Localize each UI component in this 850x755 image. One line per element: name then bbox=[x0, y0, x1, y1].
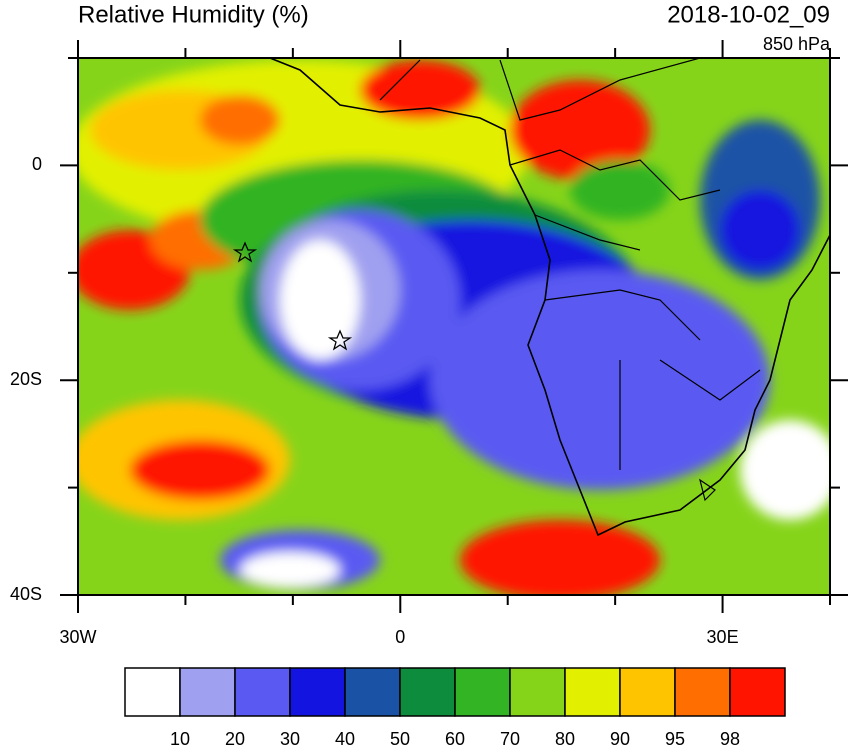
colorbar-label: 95 bbox=[665, 729, 685, 749]
colorbar-box bbox=[729, 667, 786, 717]
colorbar-label: 50 bbox=[390, 729, 410, 749]
lat-label: 20S bbox=[10, 369, 42, 389]
colorbar-box bbox=[399, 667, 456, 717]
level: 850 hPa bbox=[763, 34, 831, 54]
title: Relative Humidity (%) bbox=[78, 1, 309, 28]
lat-label: 0 bbox=[32, 154, 42, 174]
colorbar-box bbox=[344, 667, 401, 717]
lon-label: 30W bbox=[59, 627, 96, 647]
map-frame bbox=[77, 57, 831, 596]
colorbar-box bbox=[454, 667, 511, 717]
colorbar-label: 60 bbox=[445, 729, 465, 749]
colorbar-box bbox=[289, 667, 346, 717]
colorbar-label: 70 bbox=[500, 729, 520, 749]
time: 2018-10-02_09 bbox=[667, 1, 830, 28]
colorbar-label: 30 bbox=[280, 729, 300, 749]
colorbar-box bbox=[234, 667, 291, 717]
colorbar-box bbox=[564, 667, 621, 717]
colorbar-label: 80 bbox=[555, 729, 575, 749]
lon-label: 0 bbox=[395, 627, 405, 647]
colorbar-box bbox=[509, 667, 566, 717]
colorbar-box bbox=[674, 667, 731, 717]
colorbar-box bbox=[124, 667, 181, 717]
lon-label: 30E bbox=[707, 627, 739, 647]
colorbar-label: 10 bbox=[170, 729, 190, 749]
colorbar-box bbox=[619, 667, 676, 717]
humidity-field bbox=[78, 58, 830, 595]
colorbar-label: 98 bbox=[720, 729, 740, 749]
colorbar-label: 20 bbox=[225, 729, 245, 749]
colorbar-label: 40 bbox=[335, 729, 355, 749]
lat-label: 40S bbox=[10, 584, 42, 604]
colorbar-box bbox=[179, 667, 236, 717]
colorbar-label: 90 bbox=[610, 729, 630, 749]
